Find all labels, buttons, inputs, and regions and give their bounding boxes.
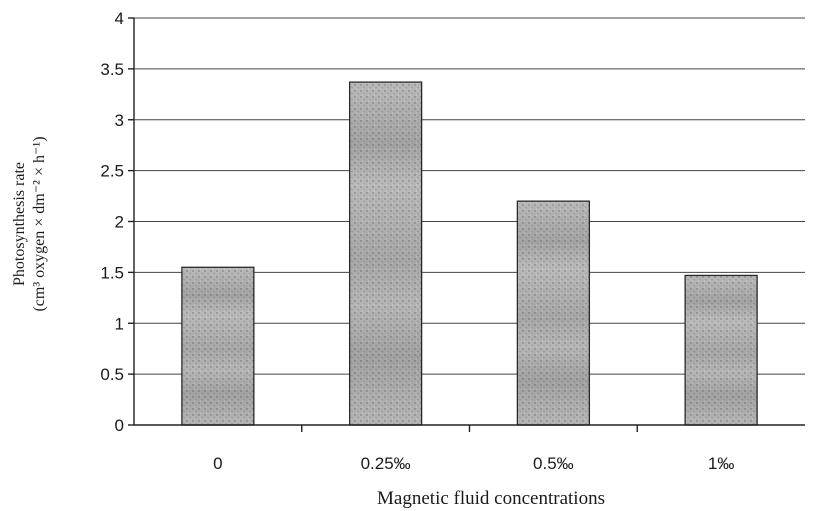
- y-axis-title: Photosynthesis rate (cm³ oxygen × dm⁻² ×…: [11, 136, 48, 311]
- y-tick-label: 0: [115, 416, 124, 435]
- y-axis-title-line2: (cm³ oxygen × dm⁻² × h⁻¹): [31, 136, 48, 311]
- y-axis-title-line1: Photosynthesis rate: [11, 162, 28, 286]
- x-axis-title: Magnetic fluid concentrations: [377, 488, 605, 509]
- y-tick-label: 4: [115, 9, 124, 28]
- x-tick-label: 1‰: [708, 454, 734, 473]
- bar-shading: [685, 275, 758, 425]
- y-tick-label: 1.5: [100, 263, 124, 282]
- tick-labels: 0 0.5 1 1.5 2 2.5 3 3.5 4 0 0.25‰ 0.5‰ 1‰: [100, 9, 734, 473]
- bars: [181, 81, 758, 426]
- x-tick-label: 0.25‰: [361, 454, 411, 473]
- x-tick-label: 0: [213, 454, 222, 473]
- y-tick-label: 2.5: [100, 162, 124, 181]
- bar-shading: [517, 201, 590, 425]
- y-tick-label: 3: [115, 111, 124, 130]
- bar-shading: [181, 267, 254, 425]
- bar-shading: [349, 82, 422, 425]
- x-tick-label: 0.5‰: [533, 454, 574, 473]
- y-tick-label: 2: [115, 213, 124, 232]
- y-tick-label: 3.5: [100, 60, 124, 79]
- y-tick-label: 0.5: [100, 365, 124, 384]
- y-tick-label: 1: [115, 314, 124, 333]
- axes: [128, 17, 805, 432]
